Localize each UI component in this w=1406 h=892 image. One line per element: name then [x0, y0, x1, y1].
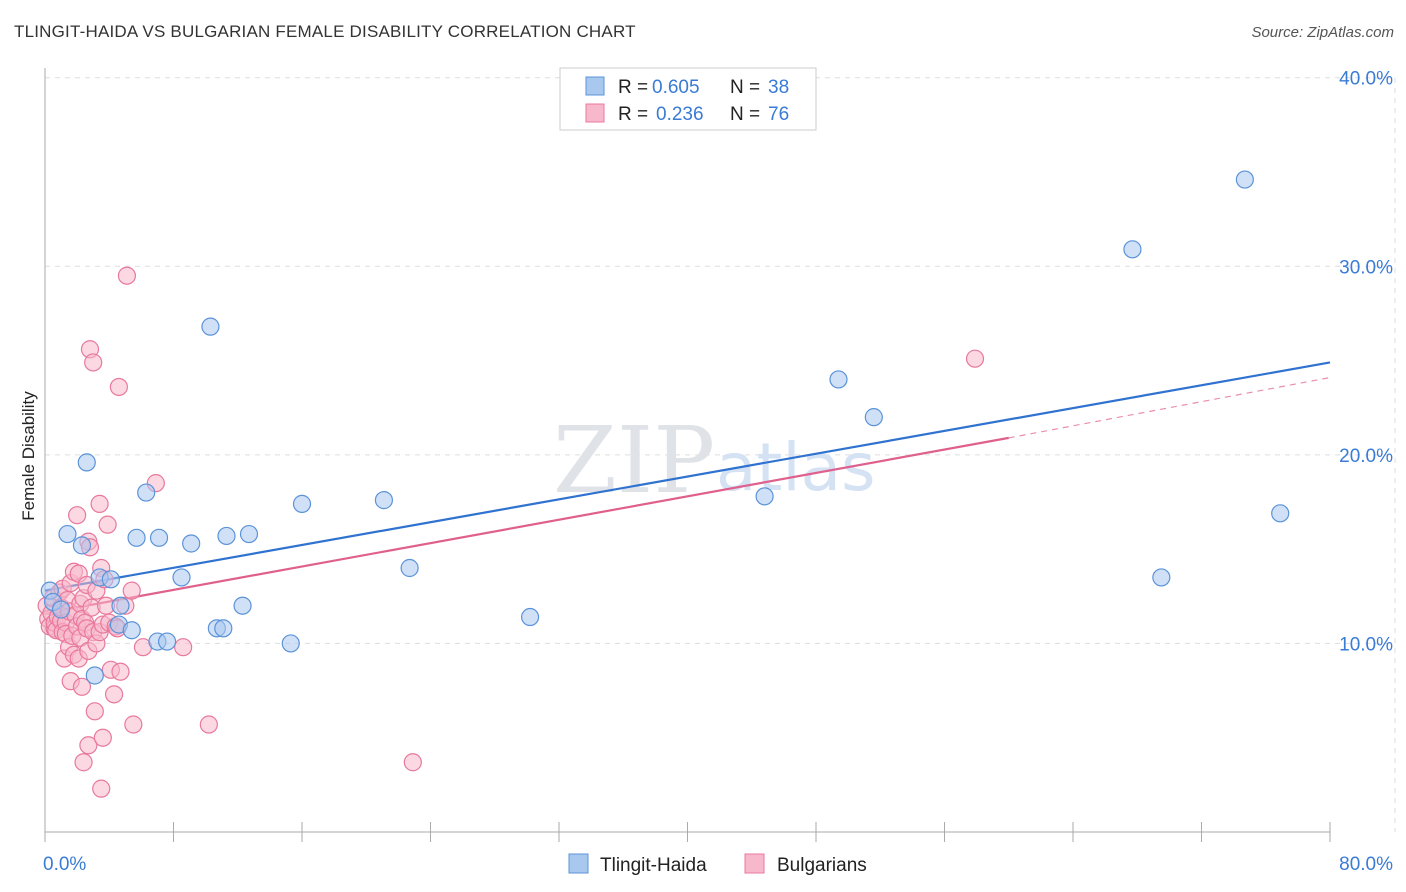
- bottom-legend-label-bulgarians: Bulgarians: [777, 855, 867, 876]
- tlingit-haida-point: [127, 528, 146, 547]
- tlingit-haida-point: [755, 487, 774, 506]
- tlingit-haida-point: [111, 596, 130, 615]
- legend-r-value: 0.236: [656, 104, 704, 125]
- tlingit-haida-point: [101, 570, 120, 589]
- legend-swatch-bulgarians: [585, 103, 605, 123]
- legend-swatch-tlingit: [585, 76, 605, 96]
- legend-r-label: R =: [618, 77, 648, 98]
- legend: R = 0.605 N = 38 R = 0.236 N = 76: [559, 67, 817, 131]
- bulgarians-point: [85, 702, 104, 721]
- tlingit-haida-point: [214, 619, 233, 638]
- bottom-legend-swatch-tlingit: [568, 853, 589, 874]
- bulgarians-point: [90, 494, 109, 513]
- tlingit-haida-point: [58, 524, 77, 544]
- x-tick-labels: 0.0% 80.0%: [43, 854, 1393, 875]
- y-tick-label: 10.0%: [1339, 634, 1393, 655]
- bulgarians-point: [117, 266, 137, 285]
- bulgarians-point: [79, 736, 98, 755]
- trend-lines: [44, 361, 1331, 615]
- bulgarians-point: [92, 779, 111, 798]
- tlingit-haida-point: [1235, 170, 1254, 189]
- bulgarians-point: [109, 377, 128, 397]
- bottom-legend: Tlingit-Haida Bulgarians: [568, 853, 867, 876]
- source-label: Source: ZipAtlas.com: [1251, 24, 1394, 41]
- legend-n-value: 38: [768, 77, 789, 98]
- watermark-zip: ZIP: [553, 407, 715, 514]
- tlingit-haida-point: [122, 621, 141, 640]
- tlingit-haida-point: [520, 607, 540, 627]
- bulgarians-trend-extension: [1008, 376, 1331, 439]
- tlingit-haida-point: [1123, 240, 1142, 259]
- tlingit-haida-point: [72, 536, 92, 555]
- data-points: [37, 170, 1290, 798]
- tlingit-haida-point: [239, 524, 259, 544]
- tlingit-haida-point: [400, 558, 419, 578]
- legend-n-value: 76: [768, 104, 789, 125]
- tlingit-haida-point: [201, 317, 220, 336]
- tlingit-haida-point: [77, 453, 96, 472]
- tlingit-haida-point: [157, 632, 177, 651]
- watermark: ZIP atlas: [553, 407, 876, 514]
- axes: [44, 68, 1331, 842]
- y-tick-label: 20.0%: [1339, 446, 1393, 467]
- tlingit-haida-point: [374, 491, 394, 510]
- legend-n-label: N =: [730, 77, 760, 98]
- bulgarians-point: [122, 581, 141, 600]
- bulgarians-point: [74, 753, 93, 772]
- tlingit-haida-point: [1152, 568, 1171, 587]
- y-tick-label: 40.0%: [1339, 69, 1393, 90]
- bulgarians-point: [93, 728, 112, 747]
- tlingit-haida-point: [1271, 504, 1290, 523]
- bulgarians-point: [174, 638, 193, 657]
- legend-n-label: N =: [730, 104, 760, 125]
- y-tick-label: 30.0%: [1339, 257, 1393, 278]
- tlingit-haida-point: [182, 534, 201, 553]
- bulgarians-trend-line: [44, 436, 1009, 615]
- tlingit-haida-point: [864, 408, 883, 427]
- tlingit-haida-point: [281, 634, 300, 653]
- bulgarians-point: [965, 349, 985, 368]
- chart-title: TLINGIT-HAIDA VS BULGARIAN FEMALE DISABI…: [14, 22, 636, 41]
- x-tick-label: 0.0%: [43, 854, 86, 875]
- legend-r-value: 0.605: [652, 77, 700, 98]
- bulgarians-point: [84, 353, 103, 372]
- gridlines: [45, 77, 1396, 832]
- y-axis-title: Female Disability: [19, 391, 38, 521]
- tlingit-haida-point: [172, 568, 191, 587]
- bulgarians-point: [403, 753, 422, 772]
- tlingit-haida-point: [233, 596, 252, 615]
- tlingit-haida-point: [137, 483, 156, 502]
- bottom-legend-label-tlingit: Tlingit-Haida: [600, 855, 707, 876]
- bulgarians-point: [199, 715, 218, 734]
- x-tick-label: 80.0%: [1339, 854, 1393, 875]
- tlingit-haida-point: [51, 600, 71, 619]
- tlingit-haida-point: [217, 526, 236, 546]
- bulgarians-point: [104, 685, 124, 704]
- y-tick-labels: 10.0% 20.0% 30.0% 40.0%: [1339, 69, 1393, 656]
- bulgarians-point: [111, 662, 130, 681]
- bulgarians-point: [68, 506, 87, 525]
- tlingit-haida-point: [829, 370, 848, 389]
- bottom-legend-swatch-bulgarians: [744, 853, 765, 874]
- tlingit-haida-trend-line: [44, 361, 1331, 592]
- bulgarians-point: [124, 715, 143, 734]
- tlingit-haida-point: [149, 528, 169, 547]
- legend-r-label: R =: [618, 104, 648, 125]
- bulgarians-point: [72, 677, 92, 696]
- bulgarians-point: [98, 515, 117, 534]
- tlingit-haida-point: [292, 494, 312, 513]
- tlingit-haida-point: [85, 666, 104, 685]
